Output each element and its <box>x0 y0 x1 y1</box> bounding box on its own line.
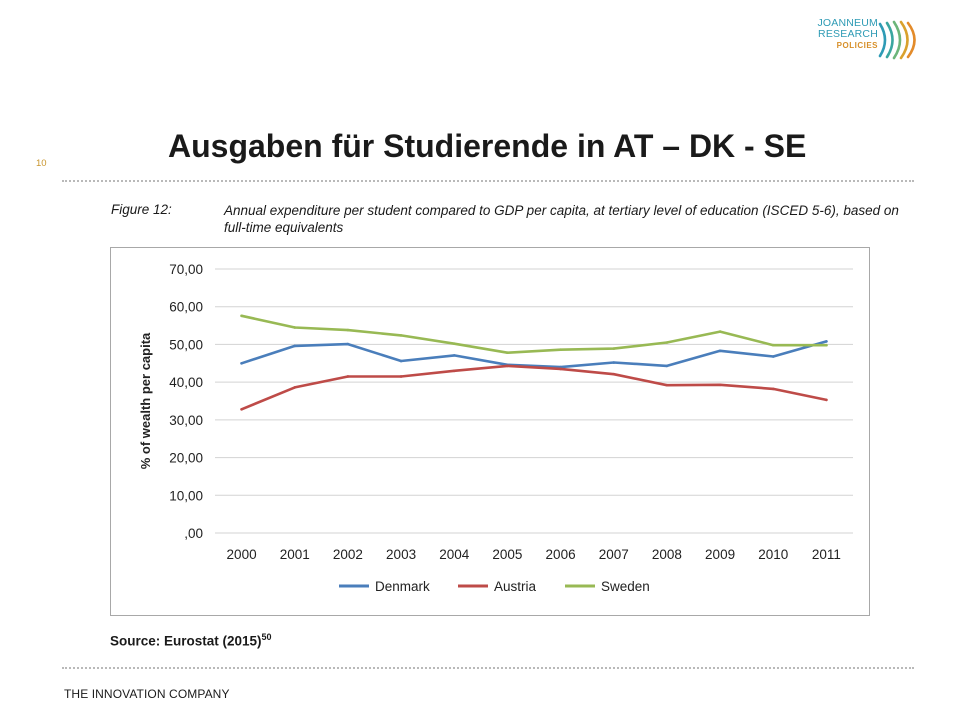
y-axis-label: % of wealth per capita <box>138 332 153 469</box>
slide-number: 10 <box>36 158 47 169</box>
x-tick-label: 2003 <box>386 547 416 562</box>
data-point-austria <box>346 375 350 378</box>
series-line-denmark <box>240 340 828 369</box>
legend-label-austria: Austria <box>494 579 537 594</box>
figure-source-footnote: 50 <box>261 632 272 642</box>
data-point-austria <box>399 375 403 378</box>
data-point-denmark <box>825 340 828 343</box>
chart-frame: ,00 10,00 20,00 30,00 40,00 50,00 60,00 70,00 20… <box>110 247 870 616</box>
data-point-austria <box>612 372 616 376</box>
series-line-austria <box>240 364 828 411</box>
y-tick-label: 40,00 <box>169 375 203 390</box>
data-point-austria <box>240 407 243 411</box>
y-tick-label: 20,00 <box>169 451 203 466</box>
slide-title: Ausgaben für Studierende in AT – DK - SE <box>168 128 807 164</box>
data-point-sweden <box>718 330 722 333</box>
data-point-austria <box>771 387 775 391</box>
figure-caption: Annual expenditure per student compared … <box>224 203 899 235</box>
x-tick-label: 2008 <box>652 547 682 562</box>
figure-source-text: Source: Eurostat (2015) <box>110 633 262 649</box>
y-tick-label: 70,00 <box>169 262 203 277</box>
legend-item-austria: Austria <box>458 579 537 594</box>
data-point-austria <box>825 398 828 402</box>
legend-label-denmark: Denmark <box>375 579 430 594</box>
y-tick-label: 60,00 <box>169 300 203 315</box>
x-tick-label: 2002 <box>333 547 363 562</box>
footer-tagline: THE INNOVATION COMPANY <box>64 687 230 701</box>
logo-line-joanneum: JOANNEUM <box>817 17 878 29</box>
legend-label-sweden: Sweden <box>601 579 650 594</box>
data-point-austria <box>718 383 722 387</box>
x-tick-label: 2011 <box>812 547 841 562</box>
top-dotted-divider <box>62 180 914 182</box>
data-point-sweden <box>612 347 616 350</box>
joanneum-research-logo: JOANNEUM RESEARCH POLICIES <box>806 18 922 64</box>
data-point-austria <box>665 383 669 387</box>
figure-label: Figure 12: <box>111 202 172 217</box>
data-point-denmark <box>612 361 616 364</box>
data-point-denmark <box>240 361 243 365</box>
data-point-denmark <box>718 349 722 353</box>
line-chart: ,00 10,00 20,00 30,00 40,00 50,00 60,00 70,00 20… <box>138 262 853 594</box>
logo-line-policies: POLICIES <box>836 41 878 50</box>
data-point-sweden <box>293 326 297 329</box>
x-tick-label: 2001 <box>280 547 310 562</box>
y-tick-label: 30,00 <box>169 413 203 428</box>
y-tick-label: ,00 <box>184 526 203 541</box>
data-point-sweden <box>399 334 403 337</box>
data-point-denmark <box>665 364 669 368</box>
legend-item-sweden: Sweden <box>565 579 650 594</box>
y-tick-label: 10,00 <box>169 488 203 503</box>
series-line-sweden <box>240 314 828 354</box>
x-tick-label: 2004 <box>439 547 470 562</box>
data-point-denmark <box>452 354 456 357</box>
data-point-sweden <box>559 348 562 352</box>
figure-source: Source: Eurostat (2015)50 <box>110 632 272 649</box>
y-tick-label: 50,00 <box>169 337 203 352</box>
data-point-austria <box>559 367 562 371</box>
logo-arcs-icon <box>878 20 916 60</box>
data-point-austria <box>452 369 456 373</box>
data-point-sweden <box>452 342 456 345</box>
x-tick-label: 2006 <box>546 547 576 562</box>
bottom-dotted-divider <box>62 667 914 669</box>
x-tick-label: 2007 <box>599 547 629 562</box>
x-tick-label: 2009 <box>705 547 735 562</box>
data-point-sweden <box>240 314 243 318</box>
legend-item-denmark: Denmark <box>339 579 430 594</box>
x-tick-label: 2010 <box>758 547 788 562</box>
data-point-denmark <box>346 342 350 346</box>
data-point-sweden <box>346 328 350 332</box>
logo-line-research: RESEARCH <box>818 28 878 40</box>
data-point-sweden <box>506 351 509 355</box>
data-point-sweden <box>771 343 775 347</box>
data-point-sweden <box>665 341 669 344</box>
data-point-austria <box>293 386 297 389</box>
data-point-denmark <box>771 355 775 358</box>
x-tick-label: 2000 <box>227 547 257 562</box>
data-point-denmark <box>399 359 403 363</box>
x-tick-label: 2005 <box>492 547 522 562</box>
data-point-sweden <box>825 343 828 347</box>
data-point-denmark <box>293 344 297 348</box>
data-point-austria <box>506 364 509 368</box>
